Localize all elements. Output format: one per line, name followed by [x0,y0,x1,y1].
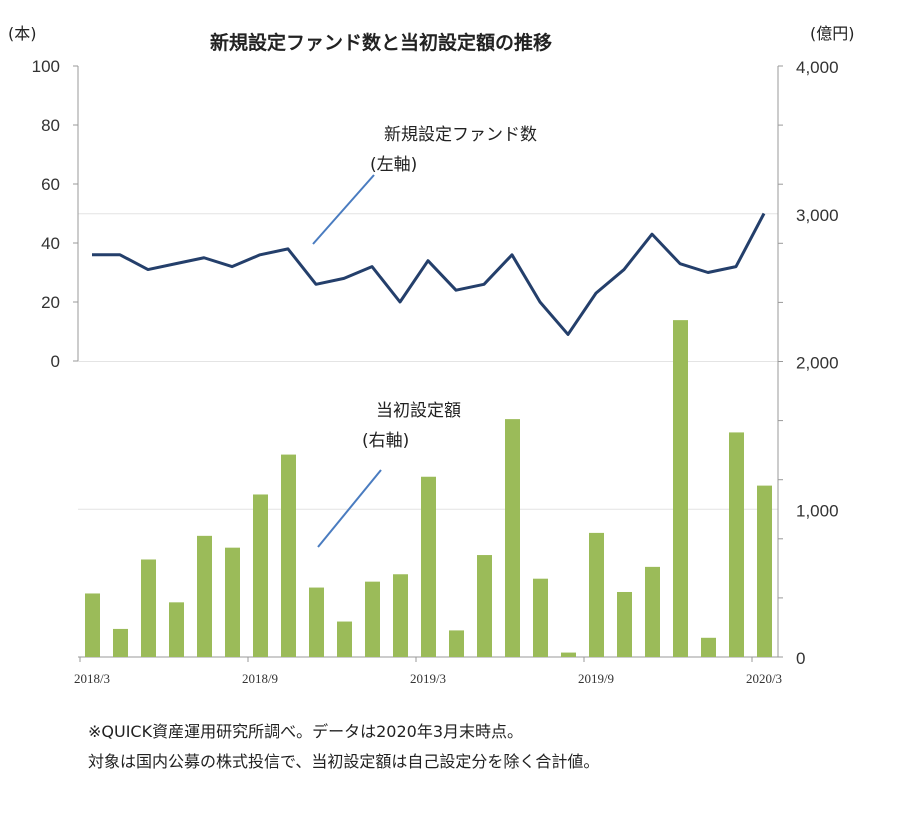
left-tick-label: 60 [41,175,60,194]
bar-initial-amount [729,432,744,657]
right-tick-label: 1,000 [796,501,839,520]
left-tick-label: 100 [32,57,60,76]
line-new-fund-count [92,212,766,336]
bar-initial-amount [449,630,464,657]
right-tick-label: 2,000 [796,354,839,373]
bar-initial-amount [85,593,100,657]
x-tick-label: 2020/3 [746,671,782,686]
left-tick-label: 80 [41,116,60,135]
annotation-amount-line2: (右軸) [362,431,410,451]
bar-initial-amount [673,320,688,657]
bar-initial-amount [309,587,324,657]
x-tick-label: 2019/9 [578,671,614,686]
x-tick-label: 2019/3 [410,671,446,686]
bar-initial-amount [253,494,268,657]
bar-initial-amount [393,574,408,657]
bar-initial-amount [505,419,520,657]
footnote-2: 対象は国内公募の株式投信で、当初設定額は自己設定分を除く合計値。 [88,752,600,771]
bar-initial-amount [757,485,772,657]
bar-initial-amount [645,566,660,657]
left-tick-label: 0 [51,352,60,371]
bar-initial-amount [589,532,604,657]
left-tick-label: 40 [41,234,60,253]
bar-initial-amount [477,555,492,657]
annotation-leader-amount [317,469,382,548]
bar-initial-amount [281,454,296,657]
right-tick-label: 3,000 [796,206,839,225]
bar-initial-amount [617,591,632,657]
annotation-amount-line1: 当初設定額 [376,401,461,421]
footnote-1: ※QUICK資産運用研究所調べ。データは2020年3月末時点。 [88,722,523,741]
x-tick-label: 2018/3 [74,671,110,686]
bar-initial-amount [701,637,716,657]
bar-initial-amount [561,652,576,657]
right-tick-label: 0 [796,649,805,668]
left-tick-label: 20 [41,293,60,312]
bar-initial-amount [141,559,156,657]
bar-initial-amount [113,628,128,657]
bar-initial-amount [197,535,212,657]
bar-initial-amount [337,621,352,657]
annotation-leader-count [312,174,375,245]
left-axis-unit: (本) [8,24,37,43]
bar-initial-amount [421,476,436,657]
bar-initial-amount [225,547,240,657]
annotation-count-line2: (左軸) [370,155,418,175]
x-tick-label: 2018/9 [242,671,278,686]
annotation-count-line1: 新規設定ファンド数 [384,125,537,145]
chart-title: 新規設定ファンド数と当初設定額の推移 [210,32,553,54]
bar-initial-amount [169,602,184,657]
right-axis-unit: (億円) [810,24,855,43]
bar-initial-amount [533,578,548,657]
bar-initial-amount [365,581,380,657]
right-tick-label: 4,000 [796,58,839,77]
